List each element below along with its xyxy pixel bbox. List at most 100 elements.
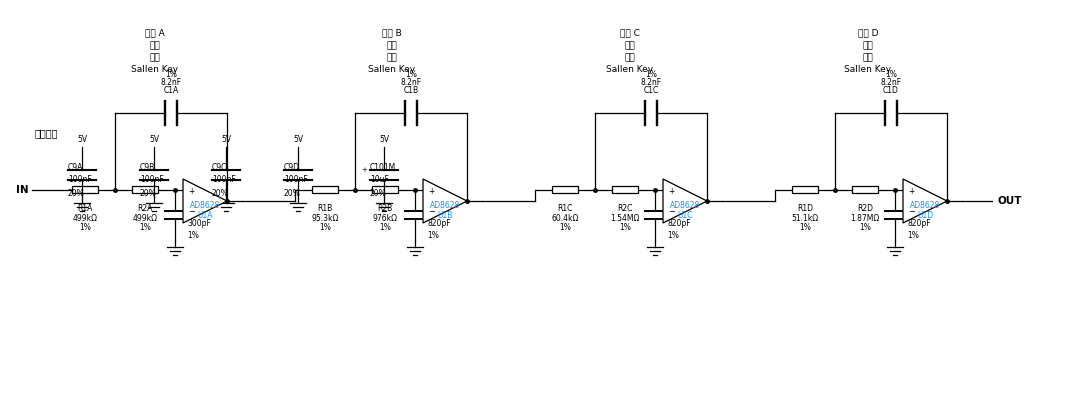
Text: 100nF: 100nF [212,175,235,185]
Text: 5V: 5V [149,136,159,145]
Text: Sallen Key: Sallen Key [607,65,653,74]
Text: C101M: C101M [370,162,396,171]
Text: C9C: C9C [212,162,228,171]
Text: 階段 A: 階段 A [145,28,165,37]
Text: +: + [428,187,434,196]
Text: 5V: 5V [293,136,303,145]
Text: 1%: 1% [139,223,151,232]
Text: 低通: 低通 [387,53,397,62]
Text: AD8628: AD8628 [190,201,220,210]
Text: Sallen Key: Sallen Key [845,65,892,74]
Text: 二階: 二階 [387,42,397,51]
Text: −: − [188,208,195,217]
Text: +: + [361,167,367,173]
Text: −: − [908,208,915,217]
Polygon shape [663,179,707,223]
Bar [71,187,98,194]
Bar [132,187,158,194]
Text: 1%: 1% [907,231,919,240]
Text: R2D: R2D [858,204,873,213]
Text: IN: IN [16,185,28,195]
Text: −: − [669,208,675,217]
Text: OUT: OUT [997,196,1022,206]
Text: 51.1kΩ: 51.1kΩ [792,214,819,223]
Text: C1B: C1B [404,86,419,95]
Text: 20%: 20% [284,189,300,198]
Text: 499kΩ: 499kΩ [72,214,97,223]
Text: R2B: R2B [377,204,393,213]
Text: 1%: 1% [79,223,91,232]
Text: R1C: R1C [557,204,572,213]
Text: 20%: 20% [140,189,157,198]
Text: 8.2nF: 8.2nF [880,78,902,87]
Text: 60.4kΩ: 60.4kΩ [551,214,579,223]
Text: 低通: 低通 [863,53,874,62]
Text: R1B: R1B [318,204,333,213]
Text: 旁路電容: 旁路電容 [35,128,58,138]
Text: 20%: 20% [68,189,84,198]
Text: 1%: 1% [559,223,571,232]
Text: C2B: C2B [427,206,442,215]
Text: 5V: 5V [379,136,389,145]
Text: AD8628: AD8628 [670,201,700,210]
Text: 100nF: 100nF [140,175,164,185]
Text: C1A: C1A [163,86,178,95]
Text: 1%: 1% [619,223,631,232]
Text: +: + [188,187,194,196]
Bar [372,187,399,194]
Text: 1.87MΩ: 1.87MΩ [850,214,879,223]
Text: C2D: C2D [907,206,923,215]
Text: U1B: U1B [437,210,453,219]
Text: C1C: C1C [644,86,659,95]
Text: Sallen Key: Sallen Key [132,65,178,74]
Text: U1A: U1A [198,210,213,219]
Text: 1%: 1% [187,231,199,240]
Text: 階段 C: 階段 C [620,28,640,37]
Bar [312,187,338,194]
Text: 1%: 1% [379,223,391,232]
Text: 820pF: 820pF [907,219,931,228]
Text: 8.2nF: 8.2nF [161,78,181,87]
Text: U1C: U1C [677,210,692,219]
Text: AD8628: AD8628 [909,201,940,210]
Text: 5V: 5V [77,136,87,145]
Polygon shape [903,179,947,223]
Text: 1%: 1% [645,70,657,79]
Text: 二階: 二階 [863,42,874,51]
Text: 1%: 1% [667,231,679,240]
Text: 1%: 1% [427,231,438,240]
Text: 976kΩ: 976kΩ [373,214,397,223]
Text: 1%: 1% [886,70,896,79]
Text: 499kΩ: 499kΩ [133,214,158,223]
Text: C9B: C9B [140,162,156,171]
Text: 1%: 1% [165,70,177,79]
Text: R2A: R2A [137,204,152,213]
Text: +: + [908,187,915,196]
Text: 二階: 二階 [624,42,635,51]
Polygon shape [183,179,227,223]
Text: 20%: 20% [370,189,387,198]
Text: +: + [669,187,674,196]
Text: 低通: 低通 [624,53,635,62]
Text: C2A: C2A [187,206,202,215]
Text: 300pF: 300pF [187,219,211,228]
Text: 8.2nF: 8.2nF [640,78,662,87]
Text: C2C: C2C [667,206,683,215]
Text: 階段 D: 階段 D [858,28,878,37]
Text: 1%: 1% [799,223,811,232]
Text: 20%: 20% [212,189,229,198]
Polygon shape [423,179,467,223]
Bar [552,187,578,194]
Text: 1%: 1% [319,223,330,232]
Text: AD8628: AD8628 [430,201,460,210]
Text: C9A: C9A [68,162,83,171]
Text: −: − [428,208,435,217]
Text: 1.54MΩ: 1.54MΩ [610,214,639,223]
Text: Sallen Key: Sallen Key [368,65,416,74]
Text: 1%: 1% [859,223,870,232]
Text: R1A: R1A [78,204,93,213]
Text: 1%: 1% [405,70,417,79]
Text: 低通: 低通 [150,53,160,62]
Bar [852,187,878,194]
Text: 10uF: 10uF [370,175,389,185]
